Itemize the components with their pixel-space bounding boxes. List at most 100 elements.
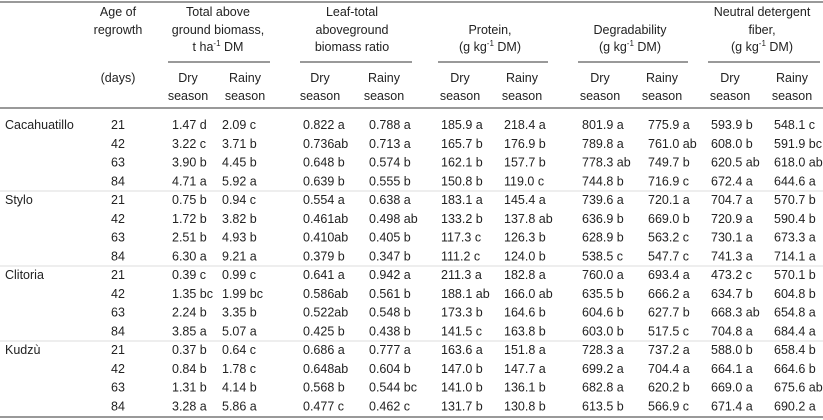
- value-cell: 164.6 b: [504, 306, 546, 320]
- sub-header: season: [502, 89, 542, 103]
- value-cell: 0.604 b: [369, 362, 411, 376]
- column-header: fiber,: [748, 23, 775, 37]
- value-cell: 0.379 b: [303, 249, 345, 263]
- age-cell: 84: [111, 324, 125, 338]
- sub-header: season: [642, 89, 682, 103]
- value-cell: 147.0 b: [441, 362, 483, 376]
- sub-header: Dry: [178, 71, 198, 85]
- value-cell: 0.462 c: [369, 399, 410, 413]
- value-cell: 473.2 c: [711, 268, 752, 282]
- column-header: Leaf-total: [326, 5, 378, 19]
- value-cell: 4.93 b: [222, 231, 257, 245]
- value-cell: 9.21 a: [222, 249, 257, 263]
- value-cell: 591.9 bc: [774, 137, 822, 151]
- value-cell: 714.1 a: [774, 249, 816, 263]
- value-cell: 604.8 b: [774, 287, 816, 301]
- value-cell: 0.788 a: [369, 118, 411, 132]
- value-cell: 145.4 a: [504, 193, 546, 207]
- value-cell: 150.8 b: [441, 174, 483, 188]
- value-cell: 1.47 d: [172, 118, 207, 132]
- value-cell: 730.1 a: [711, 231, 753, 245]
- value-cell: 0.498 ab: [369, 212, 418, 226]
- value-cell: 739.6 a: [582, 193, 624, 207]
- value-cell: 173.3 b: [441, 306, 483, 320]
- value-cell: 5.92 a: [222, 174, 257, 188]
- value-cell: 664.6 b: [774, 362, 816, 376]
- value-cell: 188.1 ab: [441, 287, 490, 301]
- value-cell: 124.0 b: [504, 249, 546, 263]
- value-cell: 635.5 b: [582, 287, 624, 301]
- value-cell: 761.0 ab: [648, 137, 697, 151]
- value-cell: 618.0 ab: [774, 156, 823, 170]
- value-cell: 0.713 a: [369, 137, 411, 151]
- age-cell: 84: [111, 249, 125, 263]
- value-cell: 590.4 b: [774, 212, 816, 226]
- value-cell: 620.2 b: [648, 381, 690, 395]
- value-cell: 1.78 c: [222, 362, 256, 376]
- value-cell: 671.4 a: [711, 399, 753, 413]
- value-cell: 1.72 b: [172, 212, 207, 226]
- age-cell: 63: [111, 231, 125, 245]
- value-cell: 5.86 a: [222, 399, 257, 413]
- column-unit: t ha-1 DM: [193, 39, 244, 54]
- value-cell: 130.8 b: [504, 399, 546, 413]
- value-cell: 563.2 c: [648, 231, 689, 245]
- value-cell: 789.8 a: [582, 137, 624, 151]
- value-cell: 3.35 b: [222, 306, 257, 320]
- value-cell: 664.1 a: [711, 362, 753, 376]
- value-cell: 0.942 a: [369, 268, 411, 282]
- value-cell: 704.4 a: [648, 362, 690, 376]
- value-cell: 119.0 c: [504, 174, 544, 188]
- value-cell: 4.71 a: [172, 174, 207, 188]
- value-cell: 3.90 b: [172, 156, 207, 170]
- value-cell: 620.5 ab: [711, 156, 760, 170]
- value-cell: 6.30 a: [172, 249, 207, 263]
- value-cell: 0.648 b: [303, 156, 345, 170]
- value-cell: 163.6 a: [441, 343, 483, 357]
- unit-text: (g kg: [599, 40, 627, 54]
- column-header: Degradability: [594, 23, 668, 37]
- value-cell: 2.51 b: [172, 231, 207, 245]
- sub-header: Rainy: [776, 71, 809, 85]
- value-cell: 644.6 a: [774, 174, 816, 188]
- value-cell: 157.7 b: [504, 156, 546, 170]
- column-header: Neutral detergent: [714, 5, 811, 19]
- age-cell: 63: [111, 306, 125, 320]
- value-cell: 163.8 b: [504, 324, 546, 338]
- value-cell: 165.7 b: [441, 137, 483, 151]
- value-cell: 166.0 ab: [504, 287, 553, 301]
- value-cell: 548.1 c: [774, 118, 815, 132]
- age-header: regrowth: [94, 23, 143, 37]
- value-cell: 117.3 c: [441, 231, 481, 245]
- age-cell: 42: [111, 137, 125, 151]
- value-cell: 0.461ab: [303, 212, 348, 226]
- sub-header: Dry: [720, 71, 740, 85]
- value-cell: 3.82 b: [222, 212, 257, 226]
- value-cell: 636.9 b: [582, 212, 624, 226]
- value-cell: 0.347 b: [369, 249, 411, 263]
- value-cell: 668.3 ab: [711, 306, 760, 320]
- value-cell: 0.37 b: [172, 343, 207, 357]
- value-cell: 111.2 c: [441, 249, 480, 263]
- value-cell: 0.554 a: [303, 193, 345, 207]
- value-cell: 566.9 c: [648, 399, 689, 413]
- value-cell: 775.9 a: [648, 118, 690, 132]
- value-cell: 0.544 bc: [369, 381, 417, 395]
- value-cell: 218.4 a: [504, 118, 546, 132]
- value-cell: 1.31 b: [172, 381, 207, 395]
- column-header: biomass ratio: [315, 40, 389, 54]
- age-cell: 21: [111, 343, 125, 357]
- sub-header: season: [364, 89, 404, 103]
- value-cell: 0.822 a: [303, 118, 345, 132]
- value-cell: 2.09 c: [222, 118, 256, 132]
- unit-after: DM): [494, 40, 521, 54]
- value-cell: 131.7 b: [441, 399, 483, 413]
- value-cell: 0.641 a: [303, 268, 345, 282]
- value-cell: 147.7 a: [504, 362, 546, 376]
- value-cell: 628.9 b: [582, 231, 624, 245]
- value-cell: 716.9 c: [648, 174, 689, 188]
- value-cell: 0.410ab: [303, 231, 348, 245]
- value-cell: 0.555 b: [369, 174, 411, 188]
- sub-header: season: [300, 89, 340, 103]
